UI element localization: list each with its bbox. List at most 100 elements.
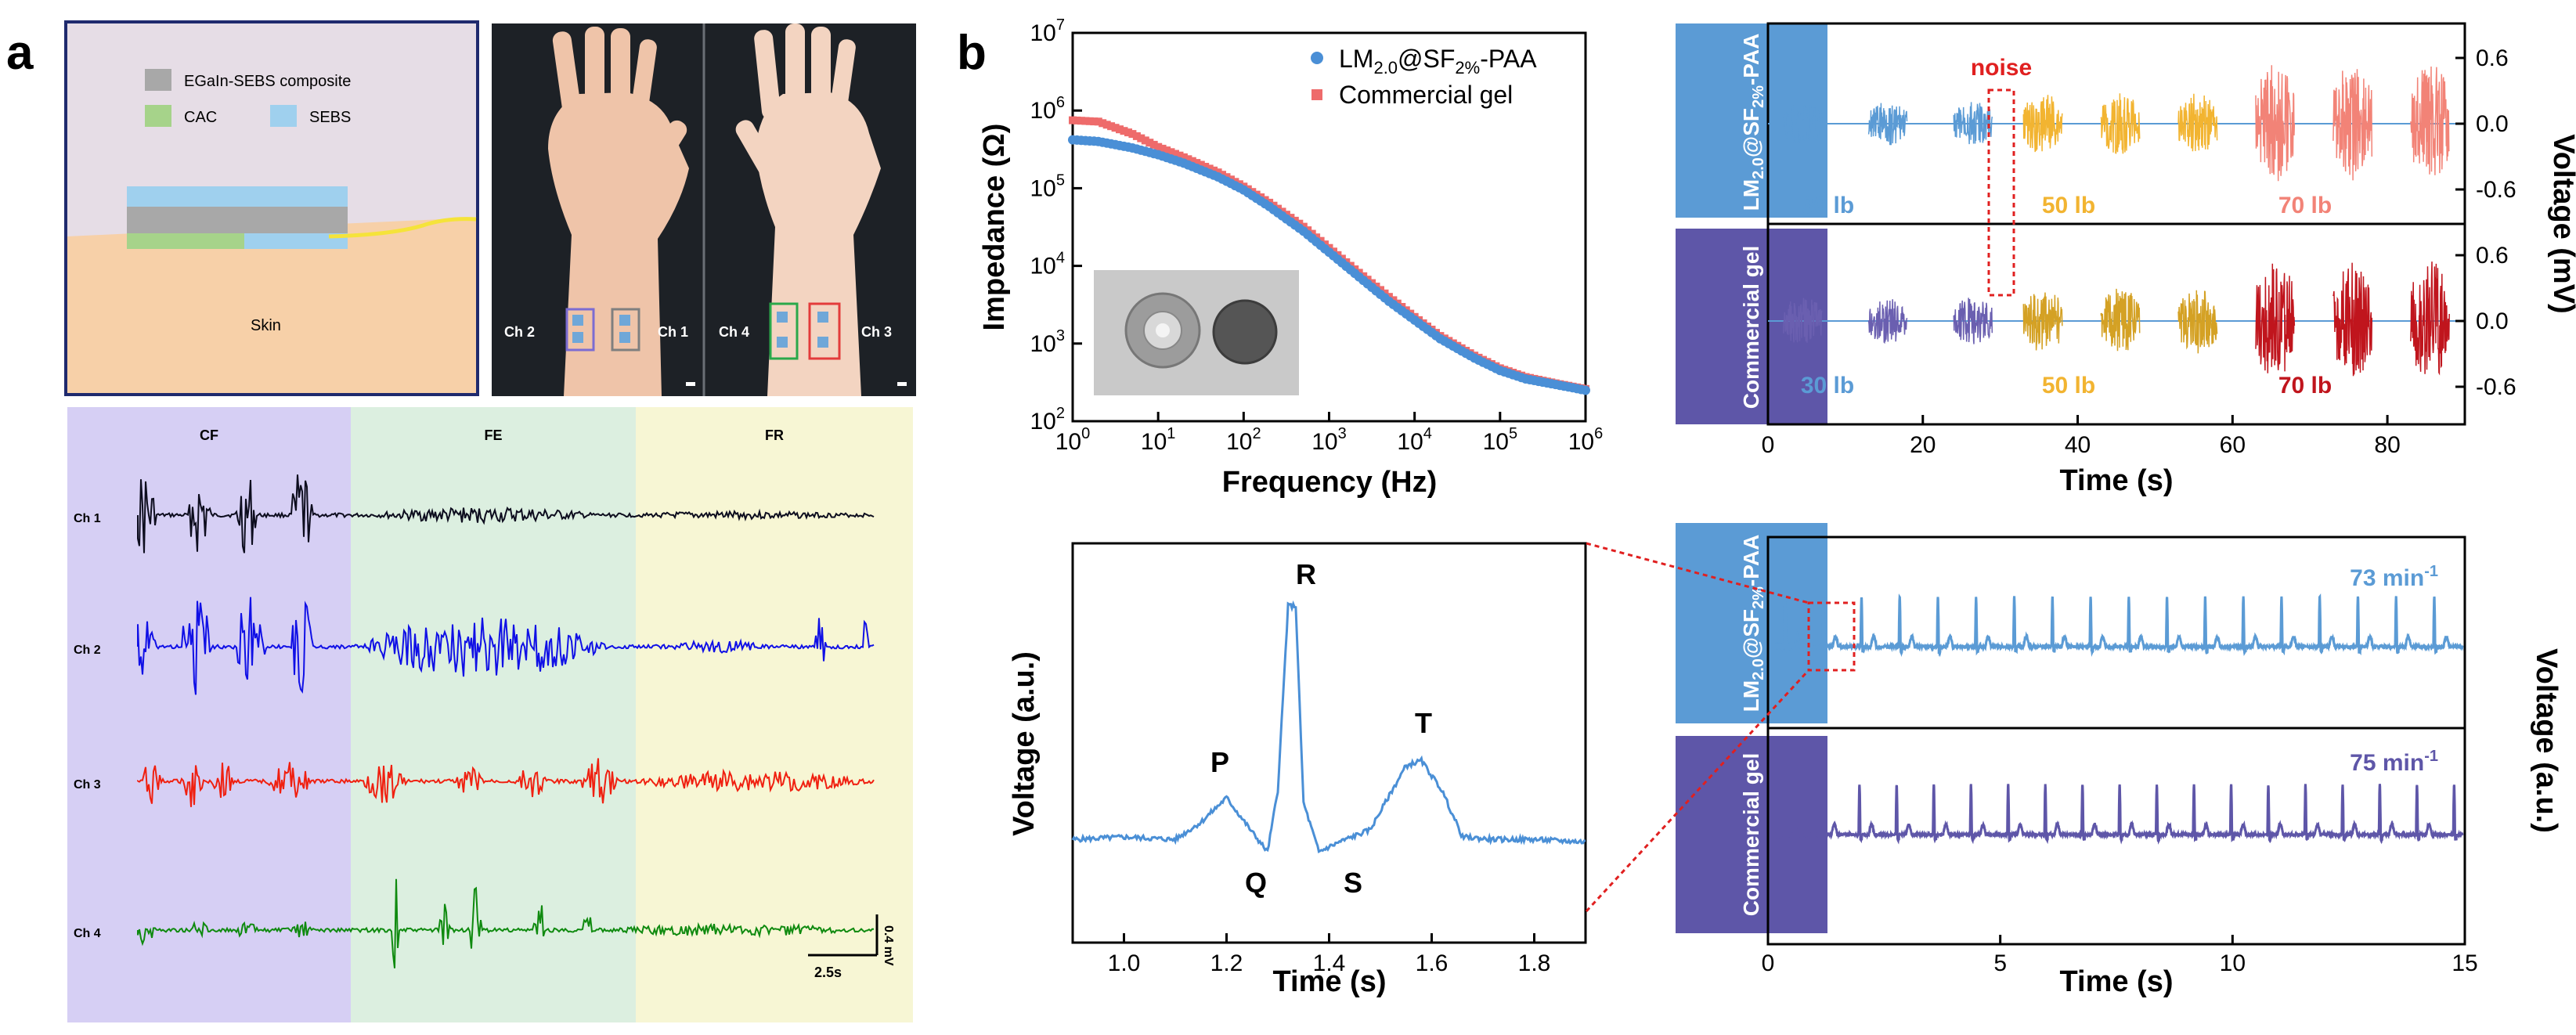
heart-rate-top: 73 min-1 bbox=[2350, 563, 2438, 591]
emg-trace-ch1 bbox=[137, 474, 875, 554]
impedance-point-commercial-gel bbox=[1107, 122, 1116, 131]
impedance-point-commercial-gel bbox=[1090, 117, 1099, 126]
zoom-highlight-box bbox=[1807, 601, 1856, 672]
impedance-point-commercial-gel bbox=[1179, 153, 1188, 161]
ecg-x-tick-label: 1.8 bbox=[1518, 950, 1551, 976]
ecg-compare-frame bbox=[1766, 536, 2466, 946]
ecg-compare-x-tick-label: 0 bbox=[1762, 950, 1775, 976]
emg-y-tick-label: 0.0 bbox=[2476, 111, 2509, 137]
peak-label-q: Q bbox=[1245, 867, 1267, 899]
arm-photo: Ch 2 Ch 1 Ch 4 Ch 3 bbox=[492, 23, 916, 396]
emg-burst bbox=[2410, 66, 2450, 175]
schematic-diagram: EGaIn-SEBS composite CAC SEBS Skin bbox=[64, 20, 479, 396]
impedance-y-axis-label: Impedance (Ω) bbox=[978, 124, 1011, 331]
noise-highlight-box bbox=[1987, 88, 2015, 297]
emg-burst bbox=[2100, 93, 2141, 154]
legend-label-cac: CAC bbox=[184, 109, 217, 126]
impedance-point-commercial-gel bbox=[1124, 128, 1132, 137]
right-hand-illustration: Ch 4 Ch 3 bbox=[719, 23, 907, 396]
impedance-point-commercial-gel bbox=[1167, 148, 1175, 157]
impedance-point-commercial-gel bbox=[1196, 160, 1205, 169]
load-label-50-bottom: 50 lb bbox=[2042, 373, 2095, 398]
ecg-plot-frame bbox=[1071, 542, 1587, 944]
heart-rate-bottom: 75 min-1 bbox=[2350, 748, 2438, 776]
legend-label-commercial-gel: Commercial gel bbox=[1339, 81, 1513, 109]
emg-x-tick-label: 40 bbox=[2065, 432, 2091, 458]
impedance-x-tick-label: 103 bbox=[1311, 425, 1347, 455]
emg-compare-y-axis-label: Voltage (mV) bbox=[2547, 134, 2576, 313]
emg-burst bbox=[1953, 298, 1993, 344]
photo-label-ch4: Ch 4 bbox=[719, 324, 749, 340]
photo-label-ch2: Ch 2 bbox=[504, 324, 535, 340]
impedance-point-commercial-gel bbox=[1171, 150, 1179, 158]
ecg-x-tick-label: 1.6 bbox=[1416, 950, 1449, 976]
peak-label-t: T bbox=[1415, 707, 1432, 739]
channel-label-ch3: Ch 3 bbox=[74, 778, 101, 792]
skin-label: Skin bbox=[251, 317, 281, 334]
legend-marker-commercial-gel bbox=[1311, 89, 1322, 100]
emg-x-tick-label: 60 bbox=[2220, 432, 2246, 458]
side-label-lm-paa-bottom: LM2.0@SF2%-PAA bbox=[1739, 535, 1767, 712]
side-label-commercial-bottom: Commercial gel bbox=[1739, 753, 1763, 917]
impedance-x-tick-label: 102 bbox=[1226, 425, 1261, 455]
impedance-point-commercial-gel bbox=[1111, 124, 1120, 132]
ecg-x-tick-label: 1.4 bbox=[1313, 950, 1346, 976]
impedance-chart: 100 101 102 103 104 105 106102103104105106107 … bbox=[978, 16, 1603, 499]
impedance-x-axis-label: Frequency (Hz) bbox=[1222, 466, 1437, 499]
impedance-point-commercial-gel bbox=[1201, 163, 1210, 171]
ecg-compare-y-axis-label: Voltage (a.u.) bbox=[2530, 648, 2563, 833]
impedance-point-commercial-gel bbox=[1192, 159, 1201, 168]
scale-label-time: 2.5s bbox=[814, 965, 842, 980]
ecg-compare-x-tick-label: 10 bbox=[2220, 950, 2246, 976]
ecg-compare-x-axis-label: Time (s) bbox=[2059, 965, 2173, 998]
emg-burst bbox=[2177, 290, 2218, 354]
impedance-x-tick-label: 104 bbox=[1397, 425, 1432, 455]
legend-swatch-cac bbox=[145, 105, 171, 127]
region-fr bbox=[636, 407, 913, 1022]
impedance-x-tick-label: 106 bbox=[1568, 425, 1604, 455]
side-label-lm-paa-top: LM2.0@SF2%-PAA bbox=[1739, 34, 1767, 211]
impedance-point-commercial-gel bbox=[1094, 117, 1102, 126]
ecg-compare-x-tick-label: 15 bbox=[2452, 950, 2477, 976]
impedance-x-tick-label: 101 bbox=[1141, 425, 1176, 455]
emg-burst bbox=[2022, 95, 2063, 153]
impedance-point-commercial-gel bbox=[1154, 142, 1163, 151]
peak-label-r: R bbox=[1296, 558, 1316, 590]
legend-swatch-sebs bbox=[270, 105, 297, 127]
electrode-box-ch4 bbox=[769, 302, 799, 360]
emg-x-tick-label: 0 bbox=[1762, 432, 1775, 458]
impedance-point-commercial-gel bbox=[1175, 151, 1184, 160]
electrode-photo-inset bbox=[1094, 270, 1299, 395]
emg-burst bbox=[1867, 299, 1908, 344]
panel-b-label: b bbox=[957, 26, 987, 80]
side-label-box-lm-paa bbox=[1676, 23, 1827, 218]
region-label-cf: CF bbox=[200, 427, 218, 443]
impedance-point-commercial-gel bbox=[1205, 164, 1214, 173]
emg-recording-panel: CF FE FR Ch 1 Ch 2 Ch 3 Ch 4 2.5s 0.4 mV bbox=[67, 407, 913, 1022]
impedance-point-commercial-gel bbox=[1184, 155, 1192, 164]
side-label-box-lm-paa-ecg bbox=[1676, 523, 1827, 723]
impedance-point-commercial-gel bbox=[1132, 132, 1141, 140]
ecg-x-axis-label: Time (s) bbox=[1272, 965, 1386, 998]
emg-burst bbox=[2255, 263, 2296, 373]
impedance-point-commercial-gel bbox=[1102, 121, 1111, 129]
impedance-y-tick-label: 104 bbox=[1030, 250, 1066, 279]
panel-a-label: a bbox=[6, 26, 34, 80]
ecg-x-tick-label: 1.2 bbox=[1210, 950, 1243, 976]
impedance-point-lm-paa bbox=[1581, 385, 1590, 395]
impedance-point-commercial-gel bbox=[1073, 116, 1081, 124]
electrode-box-ch2 bbox=[565, 308, 595, 352]
electrode-box-ch1 bbox=[611, 308, 640, 352]
side-label-commercial-top: Commercial gel bbox=[1739, 246, 1763, 409]
impedance-y-tick-label: 107 bbox=[1030, 16, 1066, 46]
impedance-point-commercial-gel bbox=[1085, 117, 1094, 125]
electrode-box-ch3 bbox=[808, 302, 841, 360]
emg-trace-ch3 bbox=[137, 758, 875, 807]
emg-burst bbox=[2100, 288, 2141, 352]
scale-bar-left bbox=[686, 382, 695, 386]
legend-label-lm-paa: LM2.0@SF2%-PAA bbox=[1339, 45, 1537, 78]
emg-y-tick-label: 0.6 bbox=[2476, 243, 2509, 269]
scale-label-voltage: 0.4 mV bbox=[882, 925, 895, 966]
noise-label: noise bbox=[1971, 55, 2032, 81]
impedance-point-commercial-gel bbox=[1149, 140, 1158, 149]
